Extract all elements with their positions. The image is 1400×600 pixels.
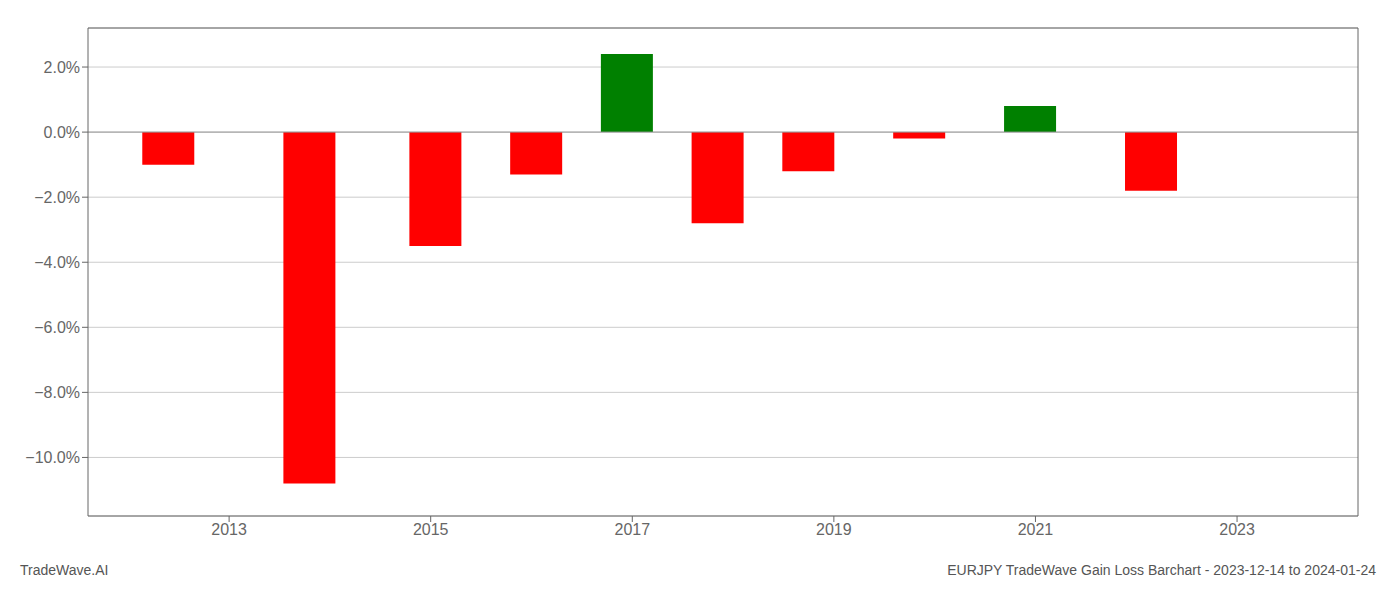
- html-text:TradeWave.AI: TradeWave.AI: [20, 562, 109, 578]
- svg-text:−4.0%: −4.0%: [34, 254, 80, 271]
- svg-text:2023: 2023: [1219, 521, 1255, 538]
- svg-text:0.0%: 0.0%: [44, 124, 80, 141]
- svg-text:−10.0%: −10.0%: [25, 449, 80, 466]
- html-text:EURJPY TradeWave Gain Loss Bar: EURJPY TradeWave Gain Loss Barchart - 20…: [947, 562, 1376, 578]
- svg-text:−8.0%: −8.0%: [34, 384, 80, 401]
- svg-text:−6.0%: −6.0%: [34, 319, 80, 336]
- svg-text:2013: 2013: [211, 521, 247, 538]
- svg-text:2019: 2019: [816, 521, 852, 538]
- svg-text:2017: 2017: [614, 521, 650, 538]
- svg-text:2.0%: 2.0%: [44, 59, 80, 76]
- svg-text:2021: 2021: [1018, 521, 1054, 538]
- svg-text:−2.0%: −2.0%: [34, 189, 80, 206]
- svg-text:2015: 2015: [413, 521, 449, 538]
